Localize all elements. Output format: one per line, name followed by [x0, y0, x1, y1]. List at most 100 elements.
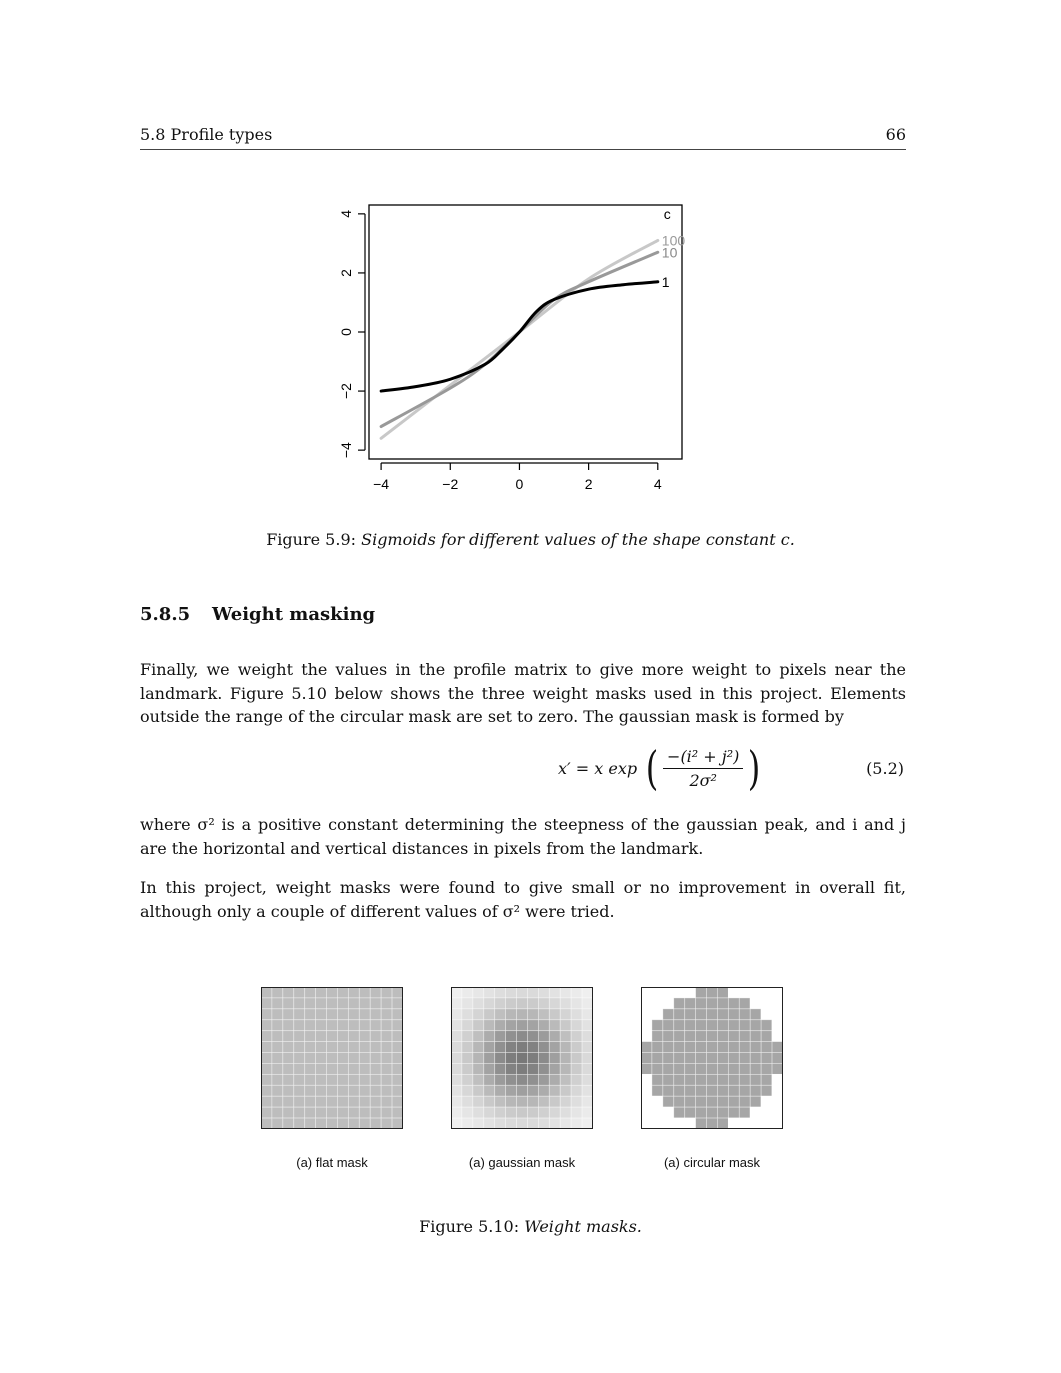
mask-cell: [570, 1030, 583, 1043]
mask-cell: [282, 997, 295, 1010]
mask-cell: [261, 1084, 273, 1097]
mask-cell: [706, 987, 718, 999]
mask-cell: [326, 1019, 338, 1032]
mask-cell: [494, 1052, 507, 1064]
mask-cell: [581, 1019, 593, 1032]
mask-cell: [369, 987, 382, 999]
mask-cell: [391, 1106, 403, 1119]
mask-cell: [527, 1063, 539, 1075]
mask-cell: [494, 1008, 507, 1021]
mask-cell: [570, 987, 583, 999]
mask-cell: [461, 1019, 474, 1032]
mask-cell: [581, 997, 593, 1010]
mask-cell: [527, 1052, 539, 1064]
mask-cell: [559, 1052, 572, 1064]
mask-cell: [472, 1073, 485, 1086]
series-label-c-10: 10: [662, 244, 678, 260]
mask-cell: [727, 987, 740, 999]
mask-cell: [570, 997, 583, 1010]
mask-cell: [641, 1106, 653, 1119]
mask-cell: [527, 1019, 539, 1032]
mask-cell: [662, 997, 675, 1010]
mask-cell: [369, 1063, 382, 1075]
equation-5-2: x′ = x exp ( −(i² + j²) 2σ² ) (5.2): [140, 742, 906, 794]
mask-cell: [684, 1008, 697, 1021]
mask-cell: [641, 997, 653, 1010]
section-number: 5.8.5: [140, 604, 191, 625]
mask-cell: [337, 1117, 349, 1129]
mask-cell: [516, 1008, 528, 1021]
mask-cell: [271, 1117, 284, 1129]
mask-cell: [315, 1041, 327, 1053]
mask-cell: [315, 1106, 327, 1119]
mask-cell: [337, 1063, 349, 1075]
figure-5-9-text: Sigmoids for different values of the sha…: [361, 530, 795, 549]
mask-cell: [662, 1106, 675, 1119]
mask-cell: [261, 997, 273, 1010]
series-line-c-1: [379, 280, 660, 393]
mask-cell: [738, 1073, 751, 1086]
mask-cell: [337, 1073, 349, 1086]
mask-cell: [695, 1106, 707, 1119]
mask-cell: [380, 1019, 393, 1032]
mask-cell: [391, 987, 403, 999]
y-tick-label: 4: [338, 210, 354, 218]
mask-cell: [337, 1030, 349, 1043]
mask-cell: [369, 1106, 382, 1119]
mask-cell: [749, 1008, 762, 1021]
mask-cell: [369, 1073, 382, 1086]
mask-cell: [337, 987, 349, 999]
mask-cell: [559, 1063, 572, 1075]
mask-cell: [451, 997, 463, 1010]
mask-cell: [516, 1019, 528, 1032]
figure-5-9-label: Figure 5.9:: [266, 530, 357, 549]
mask-cell: [684, 1073, 697, 1086]
mask-cell: [706, 1063, 718, 1075]
mask-cell: [461, 1063, 474, 1075]
figure-5-9-caption: Figure 5.9: Sigmoids for different value…: [0, 530, 1061, 549]
mask-cell: [304, 1019, 317, 1032]
mask-cell: [581, 1030, 593, 1043]
mask-cell: [516, 1084, 528, 1097]
mask-cell: [581, 1106, 593, 1119]
mask-cell: [516, 997, 528, 1010]
mask-cell: [347, 1106, 360, 1119]
mask-cell: [369, 1084, 382, 1097]
mask-cell: [527, 1084, 539, 1097]
mask-cell: [651, 1041, 664, 1053]
mask-cell: [727, 1095, 740, 1108]
mask-cell: [684, 1084, 697, 1097]
mask-cell: [337, 997, 349, 1010]
mask-cell: [391, 1073, 403, 1086]
mask-cell: [706, 1019, 718, 1032]
mask-cell: [537, 987, 550, 999]
x-tick-label: 0: [516, 476, 524, 492]
mask-cell: [559, 1117, 572, 1129]
mask-cell: [527, 1073, 539, 1086]
mask-cell: [293, 1063, 306, 1075]
mask-cell: [451, 1052, 463, 1064]
mask-cell: [771, 1030, 783, 1043]
mask-cell: [271, 1041, 284, 1053]
mask-cell: [461, 1052, 474, 1064]
mask-cell: [527, 1106, 539, 1119]
mask-cell: [391, 1030, 403, 1043]
mask-cell: [472, 1063, 485, 1075]
mask-cell: [337, 1008, 349, 1021]
mask-cell: [315, 1008, 327, 1021]
mask-cell: [380, 1117, 393, 1129]
mask-cell: [461, 1084, 474, 1097]
x-tick-label: −2: [442, 476, 458, 492]
paragraph-results-text: In this project, weight masks were found…: [140, 878, 906, 921]
mask-cell: [695, 1084, 707, 1097]
mask-cell: [738, 1095, 751, 1108]
mask-cell: [641, 1084, 653, 1097]
mask-cell: [282, 1117, 295, 1129]
mask-cell: [570, 1106, 583, 1119]
mask-cell: [651, 1084, 664, 1097]
mask-cell: [451, 1106, 463, 1119]
mask-cell: [505, 1041, 517, 1053]
mask-cell: [771, 1106, 783, 1119]
mask-cell: [570, 1019, 583, 1032]
